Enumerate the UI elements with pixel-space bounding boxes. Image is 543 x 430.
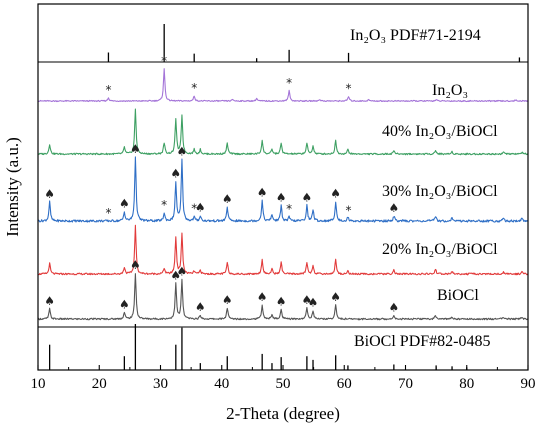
biocl-peak-marker: ♠ [330, 187, 341, 201]
biocl-peak-marker: ♠ [177, 144, 188, 158]
x-tick-label: 20 [92, 376, 107, 392]
x-tick-label: 80 [459, 376, 474, 392]
series-label: In₂O₃ PDF#71-2194 [350, 27, 481, 44]
x-tick-label: 50 [276, 376, 291, 392]
biocl-peak-marker: ♠ [302, 190, 313, 204]
pattern-line [37, 108, 529, 156]
plot-series [37, 24, 529, 370]
x-tick-label: 90 [521, 376, 536, 392]
series-label: 40% In₂O₃/BiOCl [382, 123, 498, 140]
series-label: BiOCl [437, 287, 479, 304]
panel-dividers [38, 61, 528, 328]
x-tick-label: 40 [214, 376, 229, 392]
in2o3-peak-marker: * [161, 198, 167, 212]
series-group [37, 156, 529, 223]
biocl-peak-marker: ♠ [170, 166, 181, 180]
biocl-peak-marker: ♠ [388, 201, 399, 215]
x-tick-label: 30 [153, 376, 168, 392]
biocl-peak-marker: ♠ [119, 197, 130, 211]
biocl-peak-marker: ♠ [195, 300, 206, 314]
series-group [37, 108, 529, 156]
y-axis-title: Intensity (a.u.) [3, 137, 22, 237]
in2o3-peak-marker: * [346, 82, 352, 96]
biocl-peak-marker: ♠ [330, 290, 341, 304]
series-label: In₂O₃ [432, 82, 468, 99]
panel-labels: In₂O₃ PDF#71-2194 In₂O₃ 40% In₂O₃/BiOCl 30%… [350, 27, 498, 350]
series-label: BiOCl PDF#82-0485 [354, 333, 490, 350]
x-axis: 10 20 30 40 50 60 70 80 90 [31, 365, 536, 392]
biocl-peak-marker: ♠ [222, 192, 233, 206]
pattern-line [37, 224, 529, 276]
biocl-peak-marker: ♠ [130, 142, 141, 156]
biocl-peak-marker: ♠ [308, 295, 319, 309]
pattern-line [37, 156, 529, 223]
biocl-peak-marker: ♠ [177, 265, 188, 279]
x-tick-label: 10 [31, 376, 46, 392]
biocl-peak-marker: ♠ [388, 300, 399, 314]
in2o3-peak-marker: * [346, 203, 352, 217]
in2o3-peak-marker: * [105, 83, 111, 97]
in2o3-peak-marker: * [161, 54, 167, 68]
plot-markers: *** * *♠*♠♠*♠♠*♠♠ ♠ ♠*♠ ♠* ♠♠ ♠♠♠♠♠♠ ♠ ♠ ♠♠ ♠♠ [44, 54, 399, 314]
series-label: 30% In₂O₃/BiOCl [382, 183, 498, 200]
in2o3-peak-marker: * [191, 202, 197, 216]
biocl-peak-marker: ♠ [44, 187, 55, 201]
x-axis-title: 2-Theta (degree) [226, 404, 340, 423]
biocl-peak-marker: ♠ [222, 293, 233, 307]
biocl-peak-marker: ♠ [170, 268, 181, 282]
series-label: 20% In₂O₃/BiOCl [382, 241, 498, 258]
biocl-peak-marker: ♠ [276, 190, 287, 204]
series-group [48, 324, 468, 370]
pattern-line [37, 273, 529, 321]
biocl-peak-marker: ♠ [302, 293, 313, 307]
in2o3-peak-marker: * [286, 76, 292, 90]
x-tick-label: 70 [398, 376, 413, 392]
biocl-peak-marker: ♠ [119, 297, 130, 311]
pattern-line [37, 68, 529, 103]
in2o3-peak-marker: * [191, 81, 197, 95]
series-group [37, 273, 529, 321]
biocl-peak-marker: ♠ [130, 258, 141, 272]
in2o3-peak-marker: * [286, 202, 292, 216]
series-group [37, 224, 529, 276]
in2o3-peak-marker: * [105, 206, 111, 220]
series-group [37, 68, 529, 103]
x-tick-label: 60 [337, 376, 352, 392]
biocl-peak-marker: ♠ [257, 290, 268, 304]
biocl-peak-marker: ♠ [257, 185, 268, 199]
biocl-peak-marker: ♠ [276, 295, 287, 309]
biocl-peak-marker: ♠ [44, 294, 55, 308]
biocl-peak-marker: ♠ [195, 201, 206, 215]
series-group [107, 24, 521, 62]
